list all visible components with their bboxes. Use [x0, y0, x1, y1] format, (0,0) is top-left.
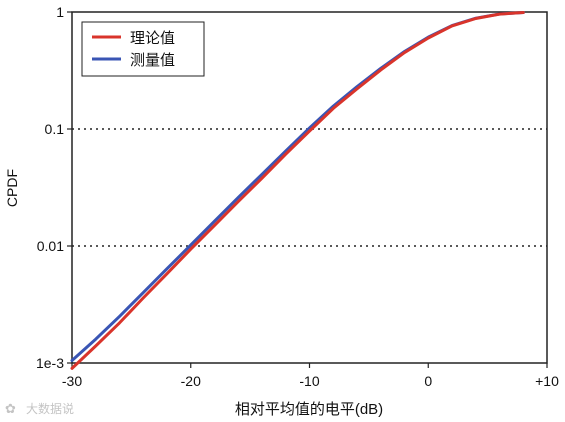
y-tick-label: 1e-3 [36, 355, 64, 371]
y-tick-label: 0.01 [37, 238, 64, 254]
series-line-theory [70, 11, 525, 370]
legend-box [81, 21, 205, 77]
y-tick-label: 1 [56, 4, 64, 20]
series-lines [70, 11, 525, 370]
x-axis-label: 相对平均值的电平(dB) [235, 401, 383, 418]
x-tick-label: -20 [181, 373, 201, 389]
x-tick-label: +10 [535, 373, 559, 389]
legend-label-measured: 测量值 [130, 52, 175, 69]
watermark-logo-icon: ✿ [5, 401, 16, 416]
grid-lines [72, 128, 547, 247]
x-tick-label: -30 [62, 373, 82, 389]
x-tick-label: 0 [424, 373, 432, 389]
y-tick-label: 0.1 [45, 121, 65, 137]
watermark: ✿ 大数据说 [5, 401, 74, 416]
legend-label-theory: 理论值 [130, 30, 175, 47]
axis-ticks: -30 -20 -10 0 +10 1e-3 0.01 0.1 1 [36, 4, 559, 389]
x-tick-label: -10 [299, 373, 319, 389]
watermark-text: 大数据说 [26, 401, 74, 416]
legend: 理论值 测量值 [81, 21, 205, 77]
y-axis-label: CPDF [4, 169, 20, 207]
